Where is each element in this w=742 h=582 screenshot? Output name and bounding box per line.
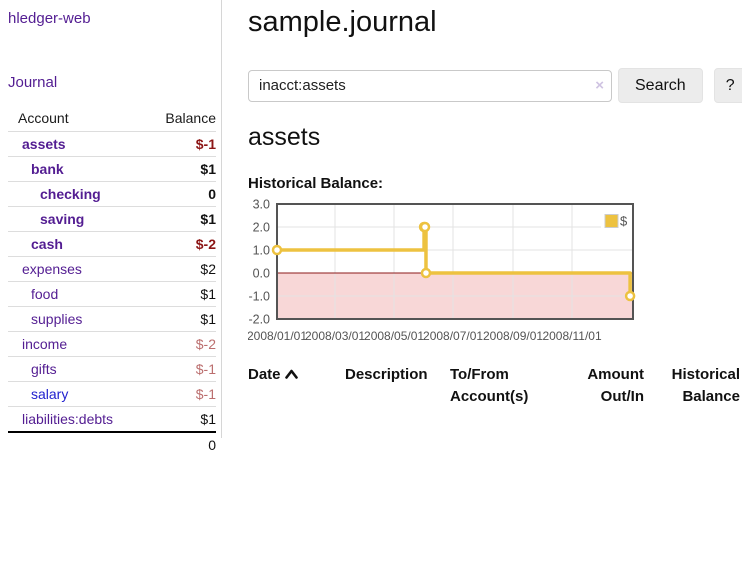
sort-asc-icon — [284, 369, 298, 379]
account-balance: $1 — [148, 281, 216, 307]
register-header-accounts: To/From Account(s) — [450, 365, 529, 405]
account-heading: assets — [248, 123, 321, 152]
account-balance: $-1 — [148, 131, 216, 157]
account-row: liabilities:debts $1 — [8, 406, 216, 433]
account-balance: $-2 — [148, 231, 216, 257]
accounts-table: Account Balance assets $-1 bank $1 checking 0… — [8, 106, 216, 457]
account-row: expenses $2 — [8, 256, 216, 282]
accounts-total-balance: 0 — [148, 431, 216, 457]
y-tick-label: -2.0 — [248, 312, 270, 326]
account-balance: $1 — [148, 206, 216, 232]
account-row: supplies $1 — [8, 306, 216, 332]
accounts-header-balance: Balance — [148, 106, 216, 132]
clear-search-icon[interactable]: × — [595, 76, 604, 94]
search-button[interactable]: Search — [618, 68, 703, 104]
legend-swatch-icon — [604, 213, 619, 228]
y-tick-label: 3.0 — [253, 199, 270, 212]
sidebar-account-link[interactable]: bank — [31, 161, 64, 177]
sidebar-account-link[interactable]: expenses — [22, 261, 82, 277]
y-tick-label: 0.0 — [253, 266, 270, 280]
sidebar-account-link[interactable]: saving — [40, 211, 85, 227]
sidebar-account-link[interactable]: assets — [22, 136, 66, 152]
y-tick-label: 1.0 — [253, 243, 270, 257]
accounts-body: assets $-1 bank $1 checking 0 saving $1 cash $-2 e… — [8, 131, 216, 433]
sidebar-account-link[interactable]: checking — [40, 186, 101, 202]
app-title-link[interactable]: hledger-web — [8, 10, 91, 27]
main-content: sample.journal × Search ? assets Histori… — [222, 0, 742, 582]
search-form: × Search ? — [248, 68, 742, 104]
accounts-total-row: 0 — [8, 431, 216, 457]
account-row: checking 0 — [8, 181, 216, 207]
sidebar-item-journal[interactable]: Journal — [8, 74, 58, 91]
plot-border — [276, 202, 634, 320]
account-balance: $-1 — [148, 381, 216, 407]
sidebar: hledger-web Journal Account Balance asse… — [0, 0, 222, 457]
search-input[interactable] — [248, 69, 612, 102]
register-table: Date Description To/From Account(s) Amou… — [248, 364, 740, 412]
data-point-marker[interactable] — [419, 221, 431, 233]
sidebar-account-link[interactable]: income — [22, 336, 68, 352]
x-tick-label: 2008/11/01 — [542, 329, 601, 343]
page-title: sample.journal — [248, 6, 437, 38]
account-row: income $-2 — [8, 331, 216, 357]
x-tick-label: 2008/07/01 — [423, 329, 483, 343]
account-row: cash $-2 — [8, 231, 216, 257]
sidebar-account-link[interactable]: salary — [31, 386, 69, 402]
account-balance: $-1 — [148, 356, 216, 382]
register-header-amount: Amount Out/In — [587, 365, 644, 405]
account-balance: 0 — [148, 181, 216, 207]
account-row: bank $1 — [8, 156, 216, 182]
help-button[interactable]: ? — [713, 68, 742, 104]
account-row: gifts $-1 — [8, 356, 216, 382]
chart-heading: Historical Balance: — [248, 174, 384, 192]
y-tick-label: -1.0 — [248, 289, 270, 303]
balance-chart[interactable]: $3.0 2.0 1.0 0.0 -1.0 -2.0 2008/01/012008/03/0… — [248, 199, 740, 347]
account-balance: $-2 — [148, 331, 216, 357]
sidebar-account-link[interactable]: gifts — [31, 361, 57, 377]
account-balance: $1 — [148, 156, 216, 182]
data-point-marker[interactable] — [420, 267, 432, 279]
account-row: food $1 — [8, 281, 216, 307]
x-tick-label: 2008/09/01 — [483, 329, 543, 343]
x-tick-label: 2008/03/01 — [305, 329, 365, 343]
sidebar-account-link[interactable]: supplies — [31, 311, 83, 327]
accounts-header-account: Account — [8, 106, 149, 132]
account-balance: $1 — [148, 306, 216, 332]
account-row: assets $-1 — [8, 131, 216, 157]
sidebar-account-link[interactable]: liabilities:debts — [22, 411, 114, 427]
sidebar-account-link[interactable]: food — [31, 286, 59, 302]
data-point-marker[interactable] — [624, 290, 636, 302]
account-row: saving $1 — [8, 206, 216, 232]
register-header-balance: Historical Balance — [671, 365, 740, 405]
account-balance: $2 — [148, 256, 216, 282]
sidebar-account-link[interactable]: cash — [31, 236, 63, 252]
legend-label: $ — [620, 213, 628, 228]
x-tick-label: 2008/05/01 — [364, 329, 424, 343]
register-header-description: Description — [345, 365, 428, 383]
x-tick-label: 2008/01/01 — [248, 329, 307, 343]
data-point-marker[interactable] — [271, 244, 283, 256]
y-tick-label: 2.0 — [253, 220, 270, 234]
account-row: salary $-1 — [8, 381, 216, 407]
account-balance: $1 — [148, 406, 216, 433]
register-header-date: Date — [248, 364, 345, 412]
